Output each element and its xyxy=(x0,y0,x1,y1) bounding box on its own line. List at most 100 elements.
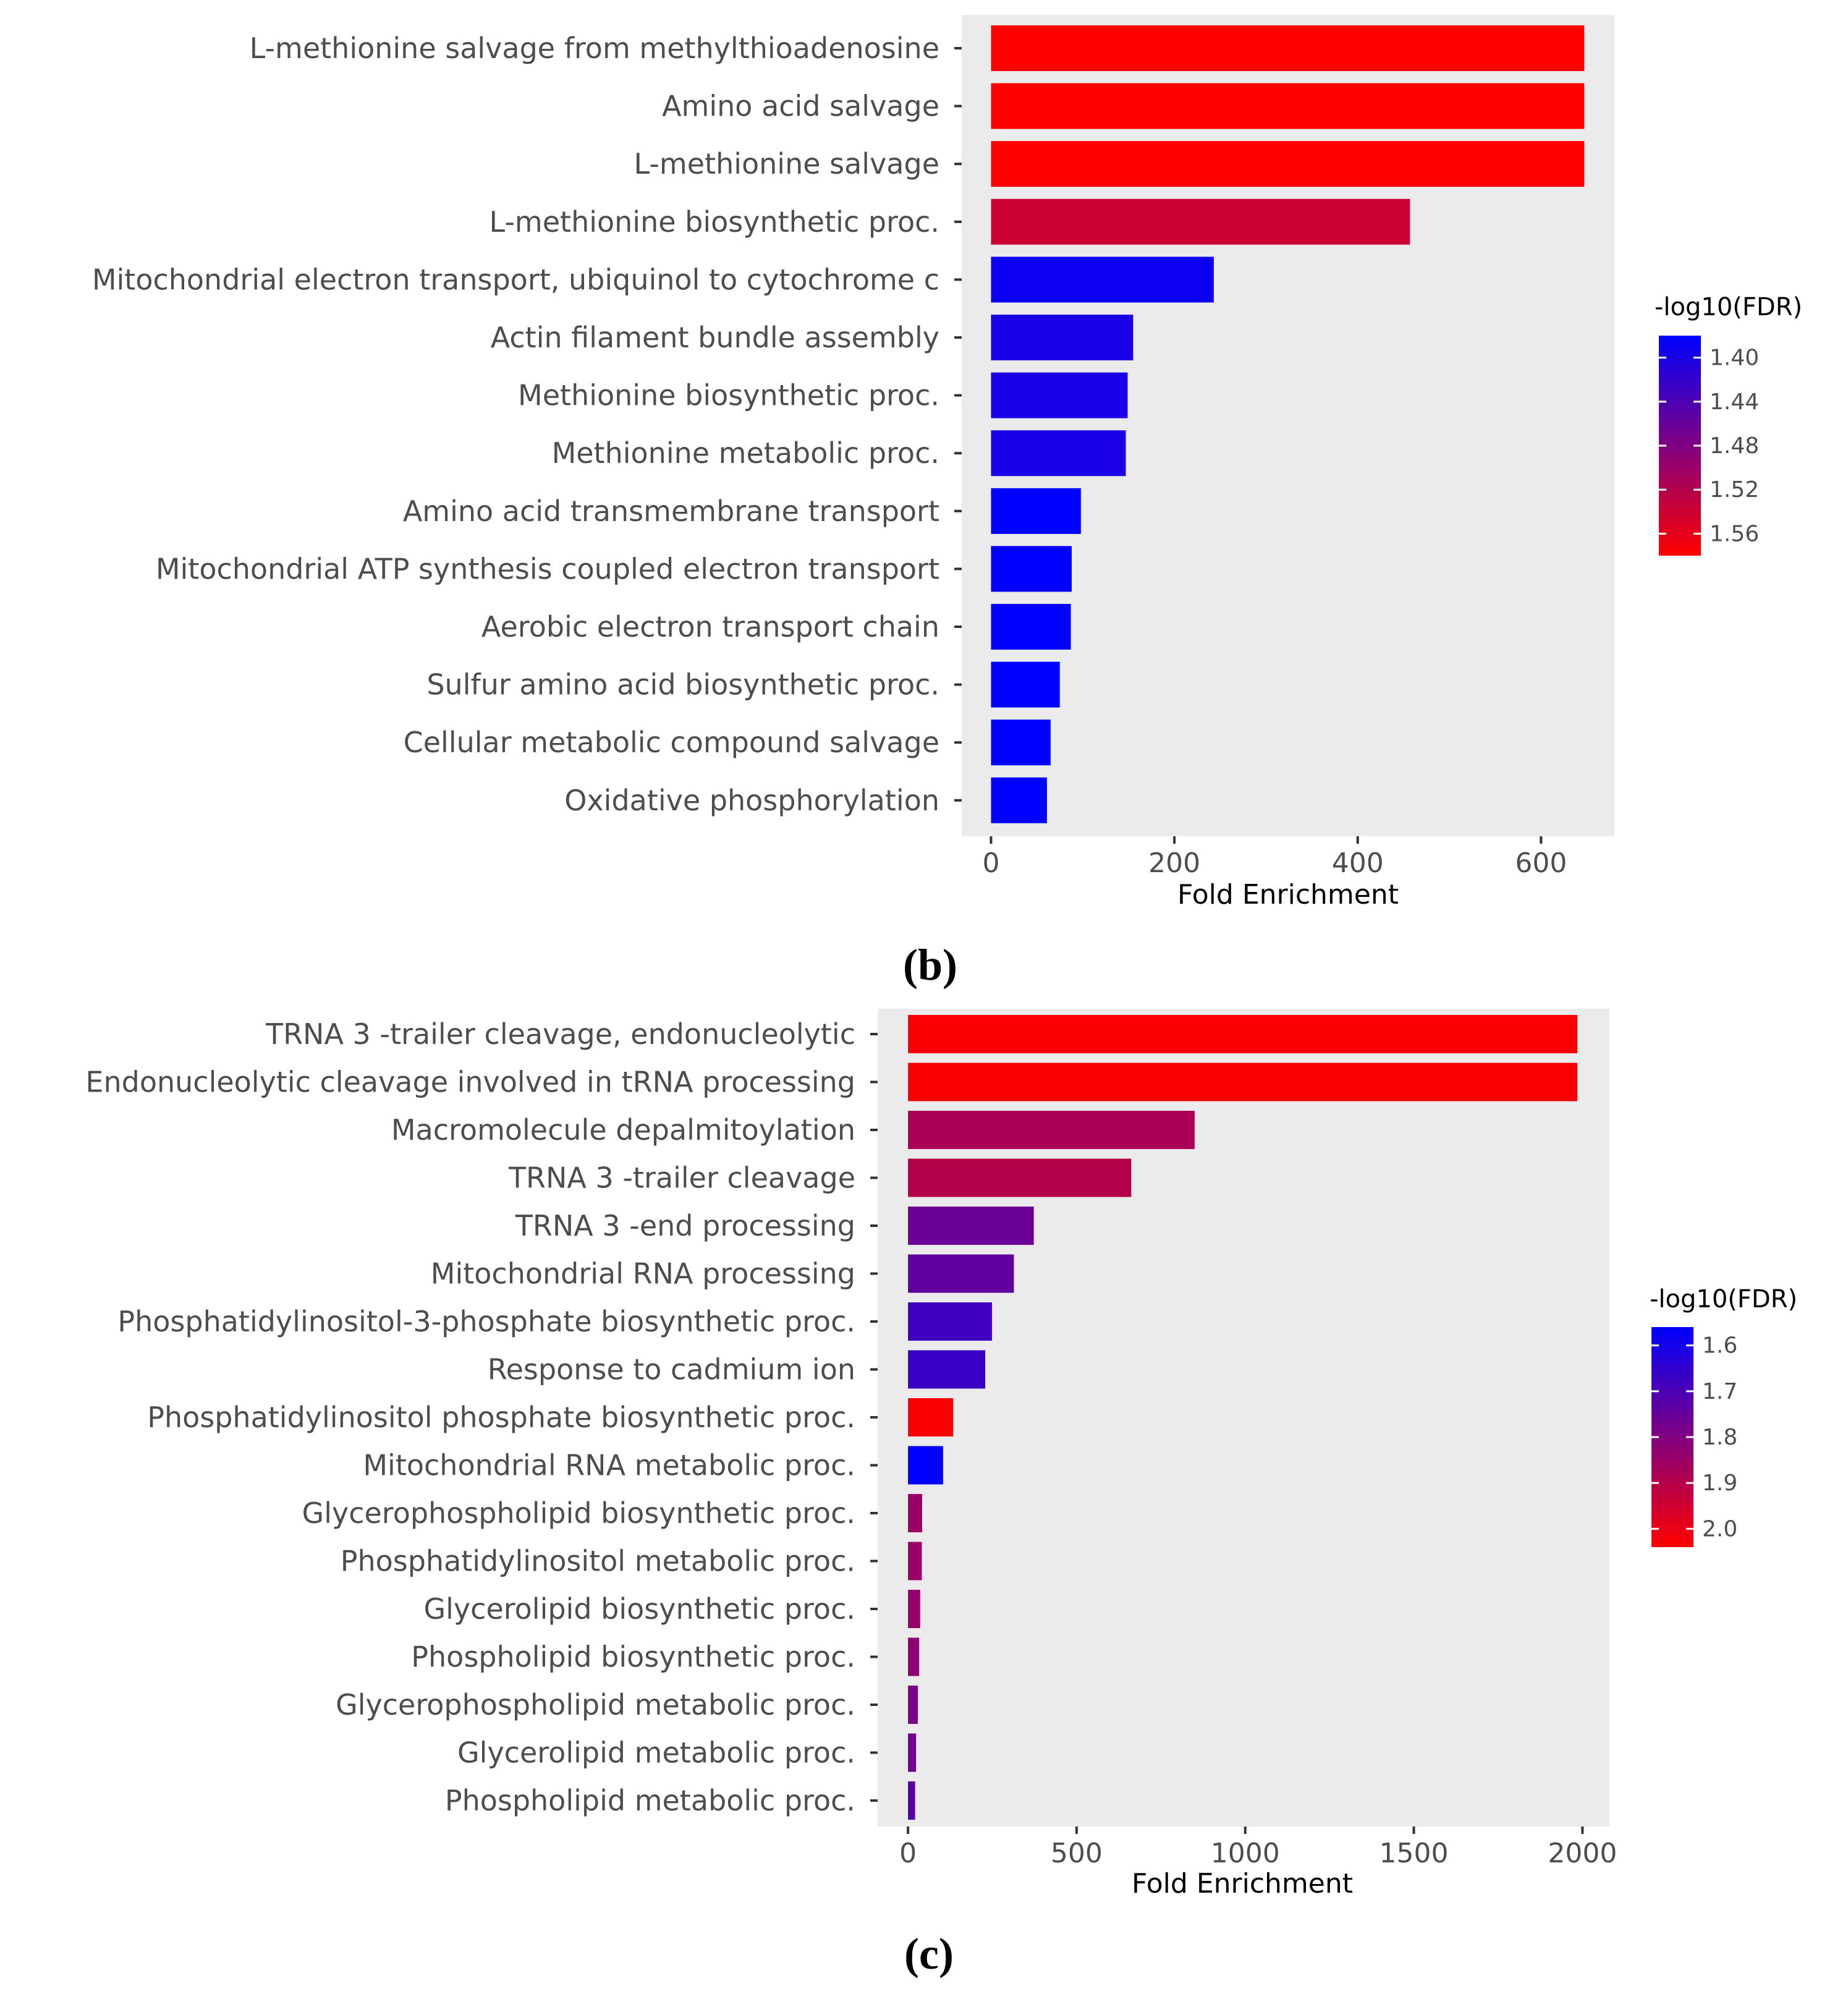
chart-c-category-label: Macromolecule depalmitoylation xyxy=(391,1113,855,1147)
chart-b-bar xyxy=(991,141,1585,187)
chart-b-category-label: Mitochondrial electron transport, ubiqui… xyxy=(92,263,939,296)
chart-c-category-label: TRNA 3 -end processing xyxy=(515,1209,855,1242)
chart-c-bar xyxy=(908,1254,1014,1293)
chart-c-category-label: Response to cadmium ion xyxy=(488,1353,855,1386)
chart-c-category-label: Glycerophospholipid metabolic proc. xyxy=(336,1688,855,1721)
chart-c-category-label: Glycerolipid biosynthetic proc. xyxy=(424,1592,856,1626)
chart-b-legend-tick-label: 1.40 xyxy=(1710,346,1759,371)
chart-c-category-label: Phosphatidylinositol-3-phosphate biosynt… xyxy=(117,1305,855,1338)
chart-b-bar xyxy=(991,546,1072,592)
chart-c-category-label: Phosphatidylinositol phosphate biosynthe… xyxy=(147,1401,855,1434)
chart-c-bar xyxy=(908,1158,1132,1197)
chart-b-category-labels: L-methionine salvage from methylthioaden… xyxy=(92,32,962,817)
chart-b-bar xyxy=(991,257,1214,303)
chart-c-bar xyxy=(908,1733,917,1772)
chart-b-category-label: Methionine metabolic proc. xyxy=(552,436,939,470)
chart-b-x-ticks: 0 200 400 600 xyxy=(982,836,1567,879)
chart-c-legend-title: -log10(FDR) xyxy=(1650,1285,1797,1313)
chart-b-legend-title: -log10(FDR) xyxy=(1655,293,1802,321)
chart-b-bar xyxy=(991,488,1081,534)
chart-b-bar xyxy=(991,777,1047,823)
chart-c-bars xyxy=(908,1015,1578,1820)
chart-b-legend: -log10(FDR) 1.40 1.44 1.48 1.52 1.56 xyxy=(1655,293,1802,556)
chart-c-legend-tick-label: 1.6 xyxy=(1702,1333,1737,1359)
chart-c-bar xyxy=(908,1063,1578,1101)
chart-b-category-label: L-methionine salvage xyxy=(634,147,940,180)
chart-b-category-label: Sulfur amino acid biosynthetic proc. xyxy=(426,668,939,702)
chart-b-plot-background xyxy=(962,15,1614,836)
chart-b-category-label: Amino acid salvage xyxy=(662,90,939,123)
chart-c-x-axis-title: Fold Enrichment xyxy=(1132,1868,1353,1899)
panel-label-c: (c) xyxy=(904,1929,954,1979)
chart-c-bar xyxy=(908,1207,1034,1245)
chart-b-x-axis-title: Fold Enrichment xyxy=(1177,879,1399,910)
chart-c-category-label: Endonucleolytic cleavage involved in tRN… xyxy=(85,1066,855,1099)
chart-c-category-label: Glycerophospholipid biosynthetic proc. xyxy=(302,1496,855,1530)
chart-c-x-tick-label: 500 xyxy=(1051,1838,1103,1869)
chart-c-x-tick-label: 1000 xyxy=(1211,1838,1280,1869)
chart-b-legend-tick-label: 1.48 xyxy=(1710,433,1759,459)
chart-c-category-label: Phospholipid biosynthetic proc. xyxy=(411,1640,855,1674)
chart-c-legend-tick-label: 1.9 xyxy=(1702,1470,1737,1496)
chart-b-bar xyxy=(991,198,1410,245)
chart-c-category-label: Phosphatidylinositol metabolic proc. xyxy=(341,1545,855,1578)
chart-b-category-label: Actin filament bundle assembly xyxy=(491,321,939,354)
chart-b-category-label: Methionine biosynthetic proc. xyxy=(518,379,939,412)
chart-c-category-label: TRNA 3 -trailer cleavage, endonucleolyti… xyxy=(265,1017,855,1051)
chart-b-legend-tick-label: 1.44 xyxy=(1710,389,1759,415)
chart-c-legend: -log10(FDR) 1.6 1.7 1.8 1.9 2.0 xyxy=(1650,1285,1797,1547)
chart-b-category-label: Aerobic electron transport chain xyxy=(481,610,939,643)
chart-b-x-tick-label: 400 xyxy=(1332,847,1384,879)
chart-c-x-tick-label: 0 xyxy=(899,1838,917,1869)
chart-b-x-tick-label: 0 xyxy=(982,847,999,879)
chart-c-category-label: Mitochondrial RNA metabolic proc. xyxy=(363,1449,855,1482)
chart-c-x-tick-label: 1500 xyxy=(1380,1838,1449,1869)
chart-b-category-label: Cellular metabolic compound salvage xyxy=(404,726,939,759)
chart-b-category-label: Oxidative phosphorylation xyxy=(564,784,939,817)
chart-b: L-methionine salvage from methylthioaden… xyxy=(92,15,1802,990)
chart-c-bar xyxy=(908,1494,923,1532)
chart-c-bar xyxy=(908,1590,920,1628)
chart-b-bar xyxy=(991,372,1128,418)
chart-b-bar xyxy=(991,604,1071,650)
chart-c-bar xyxy=(908,1350,986,1389)
chart-b-bar xyxy=(991,315,1134,360)
chart-b-legend-tick-label: 1.52 xyxy=(1710,477,1759,503)
chart-c-bar xyxy=(908,1111,1195,1149)
chart-c-bar xyxy=(908,1302,992,1341)
chart-c-bar xyxy=(908,1446,943,1485)
chart-b-category-label: Mitochondrial ATP synthesis coupled elec… xyxy=(156,552,939,585)
chart-c-legend-tick-label: 2.0 xyxy=(1702,1516,1737,1542)
chart-c-legend-tick-label: 1.7 xyxy=(1702,1379,1737,1404)
chart-c: TRNA 3 -trailer cleavage, endonucleolyti… xyxy=(85,1009,1797,1979)
chart-c-bar xyxy=(908,1398,954,1436)
chart-c-x-tick-label: 2000 xyxy=(1548,1838,1617,1869)
chart-c-x-ticks: 0 500 1000 1500 2000 xyxy=(899,1827,1617,1869)
chart-c-bar xyxy=(908,1686,918,1724)
chart-c-bar xyxy=(908,1637,920,1676)
chart-c-category-label: TRNA 3 -trailer cleavage xyxy=(508,1161,855,1195)
chart-b-x-tick-label: 600 xyxy=(1515,847,1567,879)
chart-b-legend-ticks: 1.40 1.44 1.48 1.52 1.56 xyxy=(1659,346,1759,546)
chart-c-legend-tick-label: 1.8 xyxy=(1702,1425,1737,1450)
panel-label-b: (b) xyxy=(903,940,957,990)
chart-c-category-label: Glycerolipid metabolic proc. xyxy=(457,1736,855,1770)
chart-b-bars xyxy=(991,25,1585,823)
chart-b-bar xyxy=(991,25,1585,71)
chart-c-category-labels: TRNA 3 -trailer cleavage, endonucleolyti… xyxy=(85,1017,878,1817)
chart-c-legend-ticks: 1.6 1.7 1.8 1.9 2.0 xyxy=(1651,1333,1737,1542)
chart-b-category-label: Amino acid transmembrane transport xyxy=(403,494,939,528)
chart-c-category-label: Mitochondrial RNA processing xyxy=(431,1257,855,1291)
chart-b-x-tick-label: 200 xyxy=(1148,847,1200,879)
chart-b-legend-tick-label: 1.56 xyxy=(1710,521,1759,546)
chart-b-bar xyxy=(991,430,1126,477)
chart-b-bar xyxy=(991,83,1585,129)
chart-c-bar xyxy=(908,1781,915,1820)
chart-b-bar xyxy=(991,661,1060,708)
chart-c-bar xyxy=(908,1015,1578,1053)
chart-b-category-label: L-methionine biosynthetic proc. xyxy=(490,205,940,239)
chart-b-category-label: L-methionine salvage from methylthioaden… xyxy=(250,32,939,65)
chart-b-bar xyxy=(991,719,1051,766)
chart-c-bar xyxy=(908,1542,922,1581)
